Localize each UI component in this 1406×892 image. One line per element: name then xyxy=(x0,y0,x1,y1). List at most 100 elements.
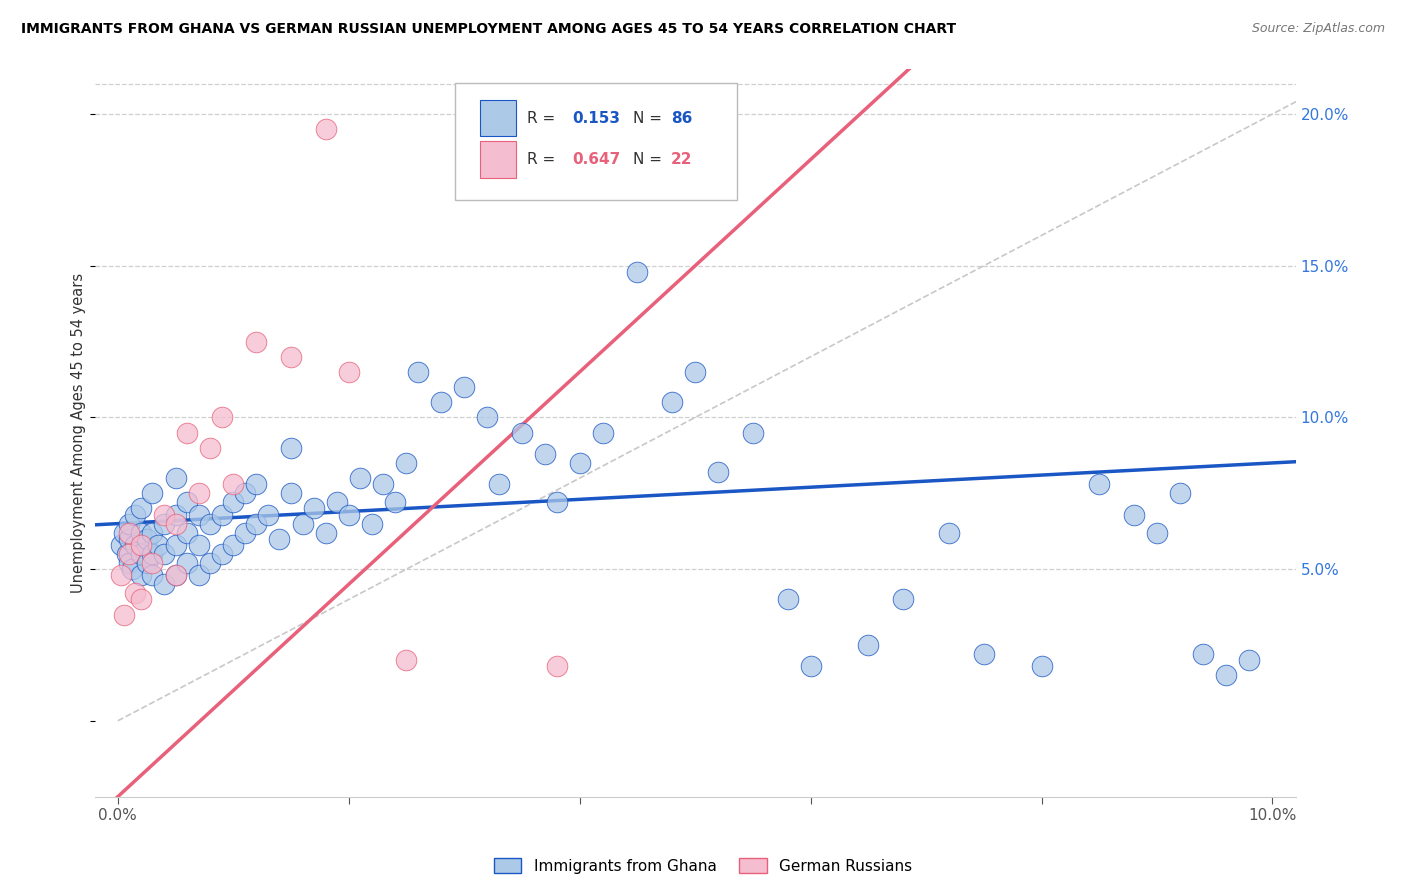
Point xyxy=(302,501,325,516)
Legend: Immigrants from Ghana, German Russians: Immigrants from Ghana, German Russians xyxy=(488,852,918,880)
Point xyxy=(510,425,533,440)
Point xyxy=(800,659,823,673)
Point xyxy=(477,410,499,425)
Point xyxy=(1239,653,1261,667)
Point xyxy=(245,334,267,349)
Text: R =: R = xyxy=(527,152,560,167)
Point xyxy=(198,556,221,570)
Point xyxy=(707,465,730,479)
Point xyxy=(1122,508,1144,522)
Point xyxy=(129,538,152,552)
Point xyxy=(1146,525,1168,540)
Point xyxy=(592,425,614,440)
Point xyxy=(395,456,418,470)
Point xyxy=(568,456,591,470)
Point xyxy=(110,568,132,582)
Point xyxy=(337,365,360,379)
Point xyxy=(326,495,349,509)
Point xyxy=(110,538,132,552)
Point xyxy=(211,547,233,561)
Point xyxy=(112,525,135,540)
Text: N =: N = xyxy=(633,152,666,167)
Point xyxy=(257,508,280,522)
Point xyxy=(1215,668,1237,682)
Point xyxy=(973,647,995,661)
Point xyxy=(153,516,176,531)
Point xyxy=(373,477,395,491)
Point xyxy=(165,538,187,552)
Point xyxy=(233,525,256,540)
Point xyxy=(118,532,141,546)
Point xyxy=(891,592,914,607)
Point xyxy=(1168,486,1191,500)
Point xyxy=(938,525,960,540)
Point xyxy=(118,516,141,531)
Point xyxy=(129,568,152,582)
Y-axis label: Unemployment Among Ages 45 to 54 years: Unemployment Among Ages 45 to 54 years xyxy=(72,273,86,592)
Point xyxy=(222,538,245,552)
Point xyxy=(112,607,135,622)
Point xyxy=(315,122,337,136)
Point xyxy=(211,508,233,522)
Point xyxy=(198,516,221,531)
Point xyxy=(187,568,209,582)
Text: Source: ZipAtlas.com: Source: ZipAtlas.com xyxy=(1251,22,1385,36)
Point xyxy=(280,441,302,455)
Point xyxy=(187,538,209,552)
Point xyxy=(176,556,198,570)
Point xyxy=(135,532,157,546)
Point xyxy=(211,410,233,425)
Point xyxy=(858,638,880,652)
Point xyxy=(129,592,152,607)
Point xyxy=(1192,647,1215,661)
Point xyxy=(488,477,510,491)
Text: 86: 86 xyxy=(671,111,693,126)
Text: R =: R = xyxy=(527,111,560,126)
Point xyxy=(222,477,245,491)
Point xyxy=(153,577,176,591)
Point xyxy=(741,425,763,440)
Point xyxy=(165,568,187,582)
Point xyxy=(165,568,187,582)
Point xyxy=(129,547,152,561)
FancyBboxPatch shape xyxy=(481,100,516,136)
Point xyxy=(1031,659,1053,673)
Point xyxy=(1088,477,1111,491)
Point xyxy=(349,471,371,485)
Point xyxy=(176,525,198,540)
Point xyxy=(187,508,209,522)
Text: 0.647: 0.647 xyxy=(572,152,621,167)
Point xyxy=(124,586,146,600)
Point xyxy=(129,525,152,540)
Text: N =: N = xyxy=(633,111,666,126)
Point xyxy=(280,350,302,364)
Point xyxy=(141,486,163,500)
Point xyxy=(222,495,245,509)
Point xyxy=(141,525,163,540)
Text: IMMIGRANTS FROM GHANA VS GERMAN RUSSIAN UNEMPLOYMENT AMONG AGES 45 TO 54 YEARS C: IMMIGRANTS FROM GHANA VS GERMAN RUSSIAN … xyxy=(21,22,956,37)
Point xyxy=(153,547,176,561)
Point xyxy=(115,547,138,561)
Point xyxy=(135,556,157,570)
Point xyxy=(124,538,146,552)
Point xyxy=(121,562,143,576)
Point xyxy=(395,653,418,667)
Point xyxy=(337,508,360,522)
Point xyxy=(360,516,382,531)
Point xyxy=(683,365,706,379)
Point xyxy=(291,516,314,531)
Point xyxy=(165,508,187,522)
Point xyxy=(187,486,209,500)
Point xyxy=(198,441,221,455)
Point xyxy=(776,592,799,607)
Point xyxy=(141,547,163,561)
Point xyxy=(430,395,453,409)
Point xyxy=(269,532,291,546)
Point xyxy=(141,568,163,582)
Point xyxy=(176,495,198,509)
Point xyxy=(661,395,683,409)
Point xyxy=(384,495,406,509)
Point xyxy=(153,508,176,522)
Point xyxy=(176,425,198,440)
FancyBboxPatch shape xyxy=(456,83,737,200)
